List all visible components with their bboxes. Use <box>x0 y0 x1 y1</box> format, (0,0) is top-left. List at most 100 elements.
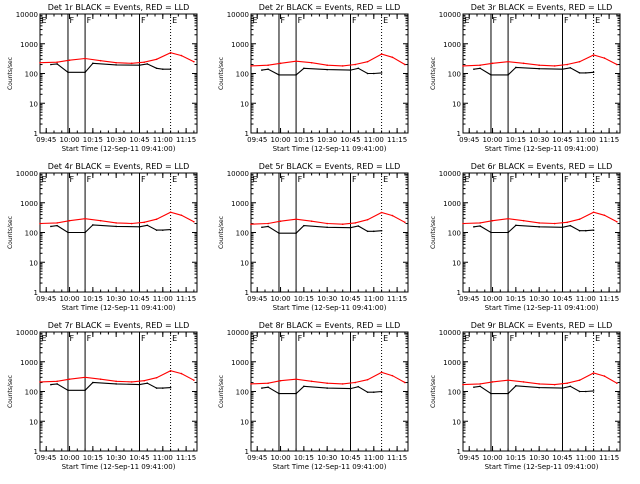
marker-label: F <box>87 334 92 343</box>
series-point <box>50 225 52 228</box>
series-point <box>267 382 269 385</box>
series-point <box>138 226 141 228</box>
panel-title: Det 5r BLACK = Events, RED = LLD <box>259 162 401 171</box>
series-point <box>404 63 406 66</box>
series-point <box>180 372 183 375</box>
x-tick-label: 10:00 <box>270 136 290 144</box>
panel-title: Det 9r BLACK = Events, RED = LLD <box>471 321 613 330</box>
x-tick-label: 10:45 <box>552 454 572 462</box>
y-axis-label: Counts/sec <box>430 216 437 249</box>
series-point <box>84 376 86 379</box>
series-point <box>578 60 581 63</box>
series-point <box>169 228 172 231</box>
y-tick-label: 10 <box>29 100 38 108</box>
series-lld-line <box>39 370 195 383</box>
x-tick-label: 09:45 <box>459 454 479 462</box>
marker-label: E <box>253 334 258 343</box>
series-point <box>349 387 352 390</box>
series-lld-line <box>462 54 618 67</box>
y-tick-label: 10 <box>29 259 38 267</box>
series-point <box>354 63 356 66</box>
y-tick-label: 1000 <box>231 359 249 367</box>
panel-title: Det 7r BLACK = Events, RED = LLD <box>48 321 190 330</box>
panel-det-8: Det 8r BLACK = Events, RED = LLD 1 10 100 10… <box>218 321 409 471</box>
series-point <box>491 381 494 383</box>
series-point <box>155 229 158 231</box>
series-point <box>522 381 525 383</box>
series-point <box>138 383 141 386</box>
y-tick-label: 10 <box>452 100 461 108</box>
series-point <box>295 74 297 76</box>
series-point <box>561 68 564 70</box>
series-point <box>56 61 58 63</box>
series-point <box>146 224 149 227</box>
series-point <box>566 63 568 66</box>
series-point <box>326 64 328 67</box>
panel-det-7: Det 7r BLACK = Events, RED = LLD 1 10 100 10… <box>7 321 198 471</box>
x-tick-label: 11:00 <box>153 454 173 462</box>
series-events-line <box>473 224 594 234</box>
series-point <box>326 387 328 389</box>
x-tick-label: 10:00 <box>59 454 79 462</box>
series-point <box>84 71 86 74</box>
series-point <box>84 231 86 234</box>
x-axis-label: Start Time (12-Sep-11 09:41:00) <box>273 463 387 471</box>
marker-label: E <box>465 175 470 184</box>
series-point <box>366 378 369 381</box>
marker-label: E <box>253 16 258 25</box>
series-point <box>267 222 269 225</box>
y-tick-label: 100 <box>25 230 38 238</box>
series-point <box>490 392 492 395</box>
y-tick-label: 1 <box>245 289 249 297</box>
series-point <box>155 376 158 379</box>
series-point <box>561 387 564 389</box>
series-point <box>193 60 195 63</box>
series-point <box>585 390 587 393</box>
series-events-line <box>261 225 382 234</box>
x-tick-label: 09:45 <box>247 136 267 144</box>
series-point <box>566 382 568 385</box>
series-point <box>538 386 540 389</box>
series-point <box>326 226 328 229</box>
series-point <box>366 60 369 63</box>
series-point <box>522 219 525 222</box>
series-point <box>155 58 158 61</box>
marker-label: E <box>42 175 47 184</box>
series-lld-line <box>250 371 406 385</box>
series-point <box>279 379 282 382</box>
marker-label: F <box>352 334 357 343</box>
series-point <box>138 64 141 67</box>
x-tick-label: 11:00 <box>576 295 596 303</box>
series-point <box>473 226 475 228</box>
series-point <box>538 67 540 70</box>
y-tick-label: 1000 <box>20 200 38 208</box>
y-axis-label: Counts/sec <box>218 57 225 90</box>
series-point <box>391 374 394 377</box>
series-point <box>92 62 94 65</box>
series-point <box>68 378 71 380</box>
x-tick-label: 10:00 <box>59 295 79 303</box>
marker-label: F <box>141 334 146 343</box>
series-point <box>354 222 356 224</box>
series-point <box>130 62 133 65</box>
series-point <box>295 378 297 380</box>
marker-label: F <box>298 16 303 25</box>
x-tick-label: 10:15 <box>506 454 526 462</box>
x-tick-label: 11:00 <box>576 454 596 462</box>
marker-label: E <box>172 334 177 343</box>
marker-label: F <box>280 334 285 343</box>
series-point <box>146 63 149 65</box>
series-point <box>578 72 581 74</box>
x-tick-label: 11:15 <box>599 295 619 303</box>
series-events-line <box>261 67 382 76</box>
marker-label: F <box>141 16 146 25</box>
plot-frame <box>39 331 198 452</box>
x-axis-label: Start Time (12-Sep-11 09:41:00) <box>62 304 176 312</box>
y-tick-label: 10000 <box>227 11 249 19</box>
y-tick-label: 10 <box>240 259 249 267</box>
series-point <box>479 222 481 224</box>
marker-label: F <box>298 334 303 343</box>
series-point <box>507 379 509 381</box>
y-tick-label: 1000 <box>443 359 461 367</box>
marker-label: E <box>595 175 600 184</box>
